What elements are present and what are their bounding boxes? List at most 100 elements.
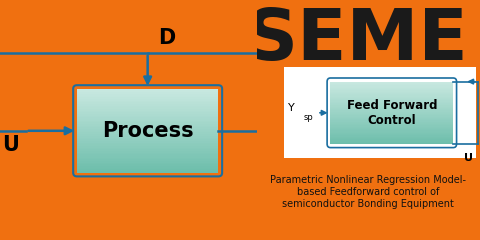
Bar <box>77 169 218 171</box>
Bar <box>330 105 453 107</box>
Bar <box>77 159 218 161</box>
Bar <box>330 137 453 138</box>
Bar <box>330 134 453 135</box>
Bar <box>77 143 218 144</box>
Bar <box>330 112 453 113</box>
Bar <box>77 94 218 96</box>
Bar <box>77 116 218 117</box>
Bar <box>330 96 453 98</box>
Bar <box>77 139 218 141</box>
Text: Y: Y <box>288 103 295 113</box>
Bar <box>77 96 218 97</box>
Bar <box>330 125 453 126</box>
Bar <box>330 132 453 133</box>
Bar <box>330 83 453 84</box>
Bar <box>330 121 453 123</box>
Bar <box>330 139 453 140</box>
Bar <box>330 103 453 104</box>
Bar <box>77 126 218 127</box>
Bar <box>330 130 453 132</box>
Bar <box>330 85 453 87</box>
Text: D: D <box>158 28 175 48</box>
Bar <box>330 119 453 120</box>
Bar <box>330 108 453 109</box>
Bar <box>330 133 453 134</box>
Bar <box>330 109 453 110</box>
Text: Feed Forward
Control: Feed Forward Control <box>347 99 437 127</box>
Bar <box>77 89 218 90</box>
Bar <box>77 158 218 159</box>
Bar <box>0 0 257 20</box>
Bar <box>77 106 218 107</box>
Bar <box>330 107 453 108</box>
Bar <box>330 123 453 124</box>
Bar <box>77 97 218 99</box>
Bar <box>284 67 476 158</box>
Bar <box>77 92 218 94</box>
Bar <box>77 161 218 163</box>
Bar <box>330 94 453 95</box>
Bar <box>77 153 218 154</box>
Bar <box>330 95 453 96</box>
Bar <box>77 117 218 119</box>
Bar <box>77 136 218 138</box>
Bar <box>77 149 218 151</box>
Bar <box>330 126 453 128</box>
Bar <box>77 131 218 132</box>
Bar <box>330 142 453 143</box>
Bar <box>77 171 218 173</box>
Bar <box>330 143 453 144</box>
Bar <box>77 148 218 149</box>
Bar <box>330 100 453 102</box>
Bar <box>77 112 218 114</box>
Bar <box>330 140 453 142</box>
Bar <box>330 88 453 89</box>
Bar <box>330 98 453 99</box>
Bar <box>330 99 453 100</box>
Text: Process: Process <box>102 121 193 141</box>
Bar <box>330 124 453 125</box>
Bar <box>77 151 218 153</box>
Bar <box>330 102 453 103</box>
Bar <box>77 99 218 101</box>
Bar <box>77 104 218 106</box>
Bar <box>77 102 218 104</box>
Bar <box>77 166 218 168</box>
Bar <box>330 110 453 112</box>
Bar <box>77 122 218 124</box>
Bar <box>77 101 218 102</box>
Bar <box>330 92 453 93</box>
Bar <box>330 84 453 85</box>
Bar <box>77 168 218 169</box>
Bar <box>330 82 453 83</box>
Bar <box>77 114 218 116</box>
Bar <box>330 114 453 115</box>
Bar <box>330 138 453 139</box>
Text: sp: sp <box>304 113 313 122</box>
Bar <box>77 119 218 121</box>
Bar <box>77 132 218 134</box>
Bar <box>77 163 218 164</box>
Bar <box>77 121 218 122</box>
Bar <box>330 113 453 114</box>
Text: U: U <box>2 135 20 155</box>
Bar <box>77 141 218 143</box>
Text: U: U <box>464 153 473 163</box>
Bar <box>77 107 218 109</box>
Bar <box>330 90 453 92</box>
Bar <box>330 117 453 118</box>
Bar <box>0 220 257 240</box>
Bar <box>77 138 218 139</box>
Bar <box>330 104 453 105</box>
Bar <box>77 129 218 131</box>
Bar <box>330 89 453 90</box>
Bar <box>330 115 453 117</box>
Bar <box>77 156 218 158</box>
Bar <box>330 128 453 129</box>
Bar <box>330 93 453 94</box>
Bar <box>330 87 453 88</box>
Bar <box>77 134 218 136</box>
Bar <box>77 154 218 156</box>
Bar <box>330 129 453 130</box>
Bar <box>77 144 218 146</box>
